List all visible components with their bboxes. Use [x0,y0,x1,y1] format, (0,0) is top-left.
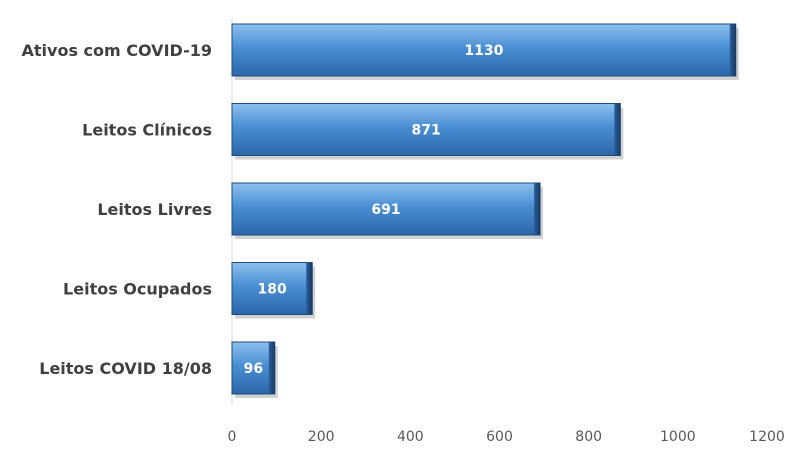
x-tick-label: 600 [486,429,513,445]
data-label: 180 [258,282,287,298]
bar-rect [231,262,313,315]
bar-end-cap [729,24,736,76]
bar-end-cap [268,342,275,394]
category-label: Leitos COVID 18/08 [39,359,212,378]
bars-group: 1130 871 691 180 96 [231,23,739,398]
x-tick-label: 1000 [660,429,696,445]
bar-1: 871 [231,103,624,160]
category-labels: Ativos com COVID-19 Leitos Clínicos Leitos… [22,41,212,378]
category-label: Leitos Livres [97,200,212,219]
bar-end-cap [306,262,313,315]
bar-2: 691 [231,182,544,239]
bar-0: 1130 [231,23,739,80]
bar-rect [231,182,541,236]
x-tick-label: 400 [397,429,424,445]
data-label: 1130 [464,43,503,59]
category-label: Ativos com COVID-19 [22,41,212,60]
bar-end-cap [614,103,621,156]
x-tick-label: 800 [575,429,602,445]
bar-3: 180 [231,262,316,319]
bar-end-cap [534,183,541,235]
category-label: Leitos Ocupados [63,280,212,299]
x-tick-label: 1200 [749,429,785,445]
data-label: 96 [244,361,263,377]
bar-rect [231,23,737,77]
bar-rect [231,341,276,395]
bar-rect [231,103,621,156]
x-tick-label: 200 [308,429,335,445]
category-label: Leitos Clínicos [82,121,212,140]
x-tick-label: 0 [228,429,237,445]
x-tick-labels: 0 200 400 600 800 1000 1200 [228,429,785,445]
bar-4: 96 [231,341,278,398]
data-label: 871 [412,123,441,139]
data-label: 691 [371,202,400,218]
